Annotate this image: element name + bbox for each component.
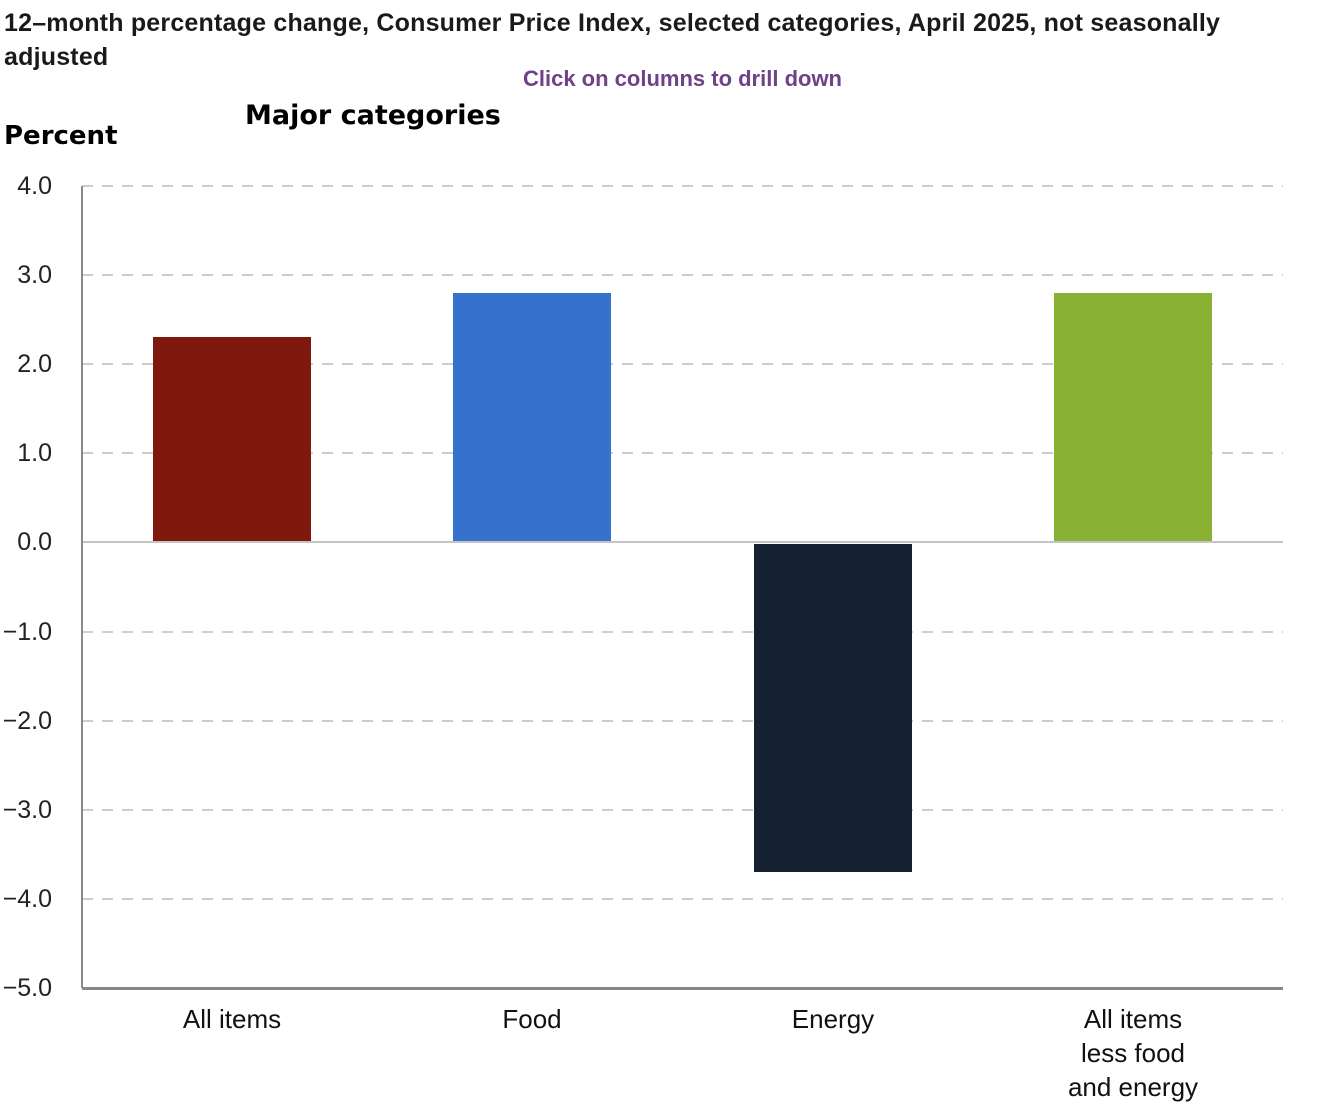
bar-food[interactable] <box>453 293 611 542</box>
x-axis-line <box>82 987 1283 990</box>
y-tick-label: −4.0 <box>2 885 52 913</box>
x-category-label-all-items: All items <box>182 1004 282 1034</box>
y-tick-label: −2.0 <box>2 707 52 735</box>
y-tick-label: −5.0 <box>2 974 52 1002</box>
y-tick-label: 2.0 <box>17 350 52 378</box>
y-gridline <box>82 452 1283 454</box>
x-category-label-energy: Energy <box>791 1004 875 1034</box>
x-category-label-food: Food <box>502 1004 562 1034</box>
y-tick-label: 0.0 <box>17 528 52 556</box>
y-tick-label: −3.0 <box>2 796 52 824</box>
y-gridline <box>82 631 1283 633</box>
y-gridline <box>82 363 1283 365</box>
x-axis-title: Major categories <box>245 100 501 131</box>
y-axis-line <box>81 186 83 988</box>
chart-title: 12–month percentage change, Consumer Pri… <box>4 9 1221 71</box>
bar-all-items[interactable] <box>153 337 311 542</box>
y-tick-label: −1.0 <box>2 618 52 646</box>
y-axis-unit-label: Percent <box>4 121 118 151</box>
y-gridline <box>82 274 1283 276</box>
y-gridline <box>82 185 1283 187</box>
y-tick-label: 4.0 <box>17 172 52 200</box>
bar-all-items[interactable] <box>1054 293 1212 542</box>
zero-line <box>82 541 1283 543</box>
x-category-label-all-items: All items less food and energy <box>1067 1004 1199 1102</box>
y-tick-label: 3.0 <box>17 261 52 289</box>
y-gridline <box>82 809 1283 811</box>
chart-subtitle: Click on columns to drill down <box>522 66 842 91</box>
y-tick-label: 1.0 <box>17 439 52 467</box>
bar-energy[interactable] <box>754 544 912 872</box>
y-gridline <box>82 898 1283 900</box>
y-gridline <box>82 720 1283 722</box>
